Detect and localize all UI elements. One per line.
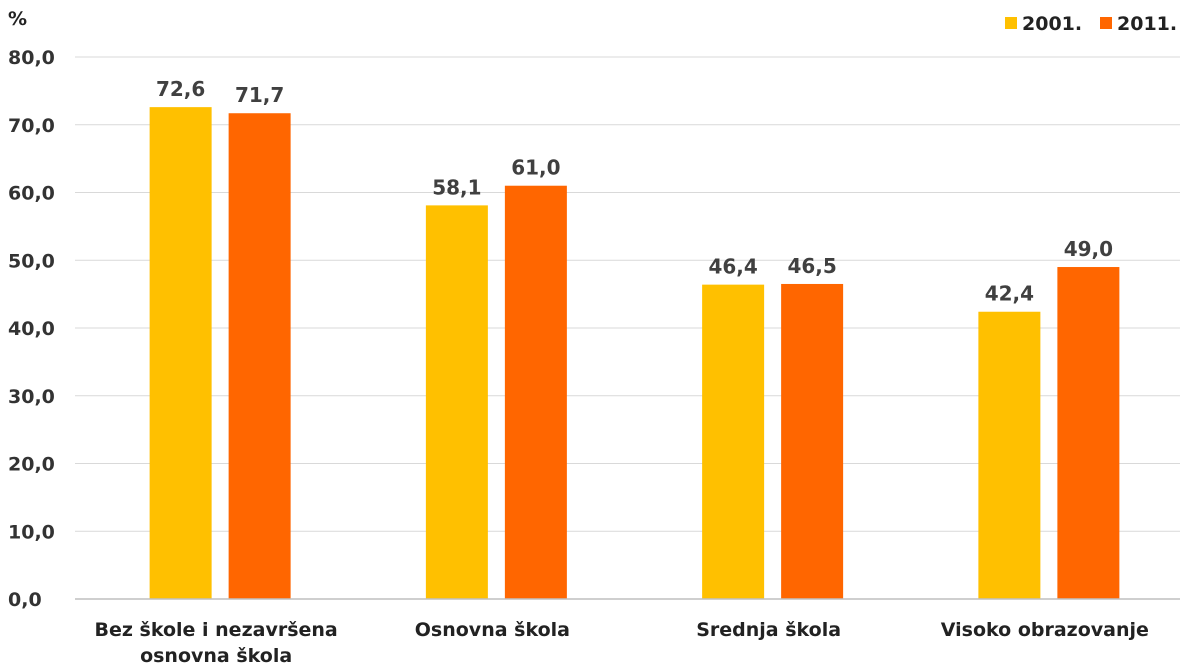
legend-swatch: [1100, 17, 1112, 29]
y-tick-label: 10,0: [8, 521, 55, 543]
bar-2001-1: [425, 205, 488, 599]
data-label: 46,4: [708, 255, 757, 279]
legend-label: 2001.: [1022, 13, 1082, 35]
data-label: 72,6: [156, 77, 205, 101]
x-axis-category-labels: Bez škole i nezavršena osnovna škola Osnov…: [94, 619, 1148, 663]
y-tick-label: 80,0: [8, 47, 55, 69]
y-tick-label: 60,0: [8, 183, 55, 205]
y-tick-label: 70,0: [8, 115, 55, 137]
y-tick-label: 30,0: [8, 386, 55, 408]
y-tick-label: 40,0: [8, 318, 55, 340]
x-category-label: Srednja škola: [696, 619, 841, 641]
bar-2011-3: [1057, 267, 1120, 599]
data-label: 46,5: [787, 254, 836, 278]
y-tick-label: 0,0: [8, 589, 42, 611]
y-tick-label: 50,0: [8, 250, 55, 272]
x-category-label: Bez škole i nezavršena: [94, 619, 337, 641]
bar-2001-0: [149, 107, 212, 599]
bar-2011-1: [504, 185, 567, 599]
data-labels: 72,6 71,7 58,1 61,0 46,4 46,5 42,4 49,0: [156, 77, 1113, 306]
y-axis-unit-label: %: [8, 8, 27, 30]
bars: [149, 107, 1120, 600]
bar-2011-0: [228, 113, 291, 600]
legend-label: 2011.: [1117, 13, 1177, 35]
data-label: 42,4: [985, 282, 1034, 306]
legend-swatch: [1005, 17, 1017, 29]
data-label: 58,1: [432, 175, 481, 199]
bar-2001-3: [978, 311, 1041, 599]
y-axis-tick-labels: 0,0 10,0 20,0 30,0 40,0 50,0 60,0 70,0 80,0: [8, 47, 55, 611]
y-tick-label: 20,0: [8, 454, 55, 476]
legend: 2001. 2011.: [1005, 13, 1177, 35]
bar-2011-2: [781, 283, 844, 599]
x-category-label: Visoko obrazovanje: [941, 619, 1149, 641]
bar-2001-2: [702, 284, 765, 599]
data-label: 71,7: [235, 83, 284, 107]
data-label: 49,0: [1064, 237, 1113, 261]
data-label: 61,0: [511, 156, 560, 180]
x-category-label: osnovna škola: [140, 645, 292, 663]
x-category-label: Osnovna škola: [415, 619, 570, 641]
